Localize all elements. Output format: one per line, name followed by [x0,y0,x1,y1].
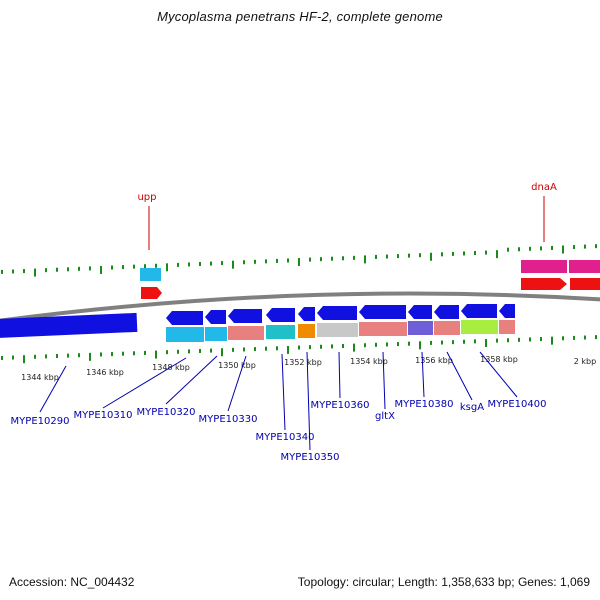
band-segment-grey[interactable] [317,323,358,337]
bottom-label-leader [102,357,187,409]
bottom-label-leader [306,351,311,451]
gene-arrow-gltX[interactable] [359,305,406,319]
feature-category-band[interactable] [166,320,515,342]
inner-tick-ring [1,335,597,364]
scale-label: 1344 kbp [21,373,59,382]
scale-label: 1354 kbp [350,357,388,366]
figure-title: Mycoplasma penetrans HF-2, complete geno… [157,9,443,24]
gene-label-dnaA[interactable]: dnaA [531,182,557,193]
gene-arrow-MYPE10320[interactable] [205,310,226,324]
gene-arrow-MYPE10310[interactable] [166,311,203,325]
scale-label: 1358 kbp [480,355,518,364]
band-segment-orange[interactable] [298,324,315,338]
gene-label-MYPE10290[interactable]: MYPE10290 [11,416,70,427]
band-segment-cyan-1[interactable] [166,327,204,342]
gene-label-MYPE10380[interactable]: MYPE10380 [395,399,454,410]
gene-arrow-ksgA[interactable] [434,305,459,319]
band-segment-cyan-2[interactable] [205,327,227,341]
scale-label: 1356 kbp [415,356,453,365]
upp-gene-arrow-red[interactable] [141,287,162,299]
bottom-label-leader [281,353,286,431]
genome-backbone-arc [0,291,600,323]
gene-label-gltX[interactable]: gltX [375,411,395,422]
upp-gene-feature-cyan[interactable] [140,268,161,281]
bottom-label-leader [227,355,247,412]
bottom-label-leader [338,351,341,399]
forward-strand-features[interactable] [140,260,600,299]
gene-arrow-MYPE10340[interactable] [266,308,295,322]
gene-label-MYPE10340[interactable]: MYPE10340 [256,432,315,443]
dnaA-gene-feature-magenta-2[interactable] [569,260,600,273]
gene-arrow-MYPE10330[interactable] [228,309,262,323]
gene-arrow-MYPE10380[interactable] [408,305,432,319]
gene-label-ksgA[interactable]: ksgA [460,402,484,413]
bottom-label-leader [446,351,473,401]
band-segment-salmon-1[interactable] [228,326,264,340]
gene-label-MYPE10350[interactable]: MYPE10350 [281,452,340,463]
dnaA-gene-arrow-red-2[interactable] [570,278,600,290]
band-segment-teal[interactable] [266,325,295,339]
scale-label: 1352 kbp [284,358,322,367]
bottom-label-leader [479,351,518,398]
dnaA-gene-feature-magenta-1[interactable] [521,260,567,273]
gene-label-upp[interactable]: upp [137,192,156,203]
gene-label-MYPE10330[interactable]: MYPE10330 [199,414,258,425]
top-gene-labels: upp dnaA [137,182,557,250]
genome-summary-text: Topology: circular; Length: 1,358,633 bp… [297,575,590,589]
band-segment-purple[interactable] [408,321,433,335]
outer-tick-ring [1,244,597,277]
gene-label-MYPE10310[interactable]: MYPE10310 [74,410,133,421]
dnaA-gene-arrow-red-1[interactable] [521,278,567,290]
scale-label: 2 kbp [574,357,596,366]
gene-arrow-MYPE10290[interactable] [0,312,138,339]
scale-label: 1350 kbp [218,361,256,370]
reverse-strand-gene-arrows[interactable] [0,304,515,339]
bottom-label-leader [382,351,386,410]
band-segment-lime[interactable] [461,320,498,334]
gene-label-MYPE10320[interactable]: MYPE10320 [137,407,196,418]
gene-arrow-MYPE10350[interactable] [298,307,315,321]
gene-label-MYPE10400[interactable]: MYPE10400 [488,399,547,410]
scale-label: 1346 kbp [86,368,124,377]
gene-arrow-MYPE10360[interactable] [317,306,357,320]
bottom-label-leader [39,365,67,413]
band-segment-salmon-2[interactable] [359,322,407,336]
gene-arrow-partial[interactable] [499,304,515,318]
bottom-label-leader [165,355,218,405]
band-segment-salmon-4[interactable] [499,320,515,334]
gene-label-MYPE10360[interactable]: MYPE10360 [311,400,370,411]
band-segment-salmon-3[interactable] [434,321,460,335]
bottom-label-leader [421,351,425,398]
accession-text: Accession: NC_004432 [9,575,135,589]
gene-arrow-MYPE10400[interactable] [461,304,497,318]
